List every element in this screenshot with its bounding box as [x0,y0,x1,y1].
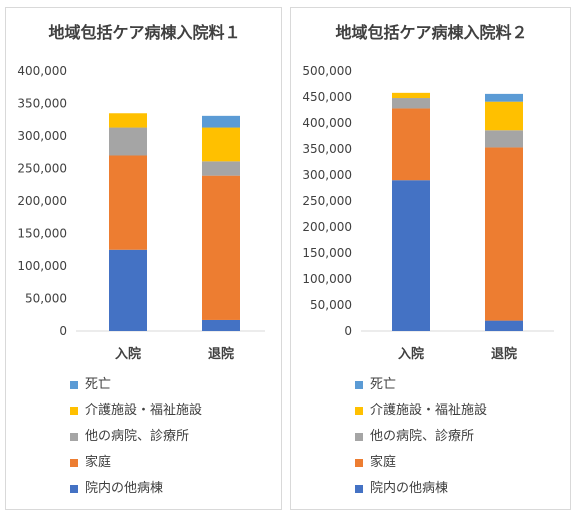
y-tick-label: 400,000 [17,64,67,78]
legend-swatch [355,381,363,389]
stacked-bar-chart-1: 地域包括ケア病棟入院料１ 0 50,000 100,000 150,000 200,000… [17,23,265,362]
bar-segment [485,101,523,131]
legend-swatch [355,459,363,467]
legend-item: 他の病院、診療所 [70,424,202,450]
legend-swatch [70,459,78,467]
legend-swatch [70,485,78,493]
x-tick-label: 入院 [398,346,424,362]
bar-segment [485,130,523,148]
chart-title: 地域包括ケア病棟入院料１ [48,23,240,42]
y-tick-label: 50,000 [310,298,352,312]
legend-item: 死亡 [70,372,202,398]
legend-swatch [70,407,78,415]
legend-label: 他の病院、診療所 [370,429,475,444]
y-tick-label: 300,000 [17,129,67,143]
legend-item: 死亡 [355,372,487,398]
legend-swatch [355,433,363,441]
y-tick-label: 200,000 [17,194,67,208]
legend-item: 介護施設・福祉施設 [355,398,487,424]
bar-segment [392,92,430,99]
y-tick-label: 500,000 [302,64,352,78]
y-tick-label: 300,000 [302,168,352,182]
y-tick-label: 350,000 [302,142,352,156]
legend-item: 家庭 [70,450,202,476]
legend-label: 介護施設・福祉施設 [370,403,488,418]
bar-segment [202,115,240,128]
y-tick-label: 250,000 [302,194,352,208]
y-tick-label: 0 [59,324,67,338]
y-tick-label: 200,000 [302,220,352,234]
chart-legend-2: 死亡介護施設・福祉施設 他の病院、診療所 家庭院内の他病棟 [355,372,487,502]
legend-label: 介護施設・福祉施設 [85,403,203,418]
legend-item: 他の病院、診療所 [355,424,487,450]
x-tick-label: 退院 [208,346,234,362]
legend-label: 家庭 [85,455,112,470]
y-tick-label: 100,000 [17,259,67,273]
bar-segment [392,98,430,109]
y-tick-label: 400,000 [302,116,352,130]
stacked-bar-chart-2: 地域包括ケア病棟入院料２ 0 50,000 100,000 150,000 200,000… [302,23,554,362]
legend-label: 院内の他病棟 [85,481,164,496]
bar-segment [485,320,523,331]
chart-panel-1: 地域包括ケア病棟入院料１ 0 50,000 100,000 150,000 200,000… [5,7,282,510]
legend-swatch [355,407,363,415]
legend-swatch [70,433,78,441]
legend-swatch [355,485,363,493]
y-tick-label: 150,000 [302,246,352,260]
x-tick-label: 入院 [115,346,141,362]
legend-item: 院内の他病棟 [355,476,487,502]
bar-segment [392,108,430,181]
bar-segment [109,127,147,156]
bar-segment [202,127,240,162]
legend-item: 介護施設・福祉施設 [70,398,202,424]
bar-segment [109,249,147,331]
y-tick-label: 450,000 [302,90,352,104]
legend-label: 死亡 [85,377,112,392]
legend-item: 家庭 [355,450,487,476]
bar-segment [109,113,147,128]
x-tick-label: 退院 [491,346,517,362]
chart-legend-1: 死亡介護施設・福祉施設 他の病院、診療所 家庭院内の他病棟 [70,372,202,502]
bar-segment [202,175,240,320]
bar-segment [109,155,147,250]
legend-label: 家庭 [370,455,397,470]
y-tick-label: 350,000 [17,97,67,111]
legend-swatch [70,381,78,389]
legend-label: 院内の他病棟 [370,481,449,496]
legend-item: 院内の他病棟 [70,476,202,502]
y-tick-label: 250,000 [17,162,67,176]
chart-panel-2: 地域包括ケア病棟入院料２ 0 50,000 100,000 150,000 200,000… [290,7,571,510]
y-tick-label: 150,000 [17,227,67,241]
bar-segment [392,180,430,331]
chart-title: 地域包括ケア病棟入院料２ [335,23,527,42]
bar-segment [202,319,240,331]
bar-segment [485,147,523,321]
legend-label: 死亡 [370,377,397,392]
y-tick-label: 100,000 [302,272,352,286]
legend-label: 他の病院、診療所 [85,429,190,444]
y-tick-label: 0 [344,324,352,338]
y-tick-label: 50,000 [25,292,67,306]
bar-segment [485,93,523,102]
bar-segment [202,161,240,176]
